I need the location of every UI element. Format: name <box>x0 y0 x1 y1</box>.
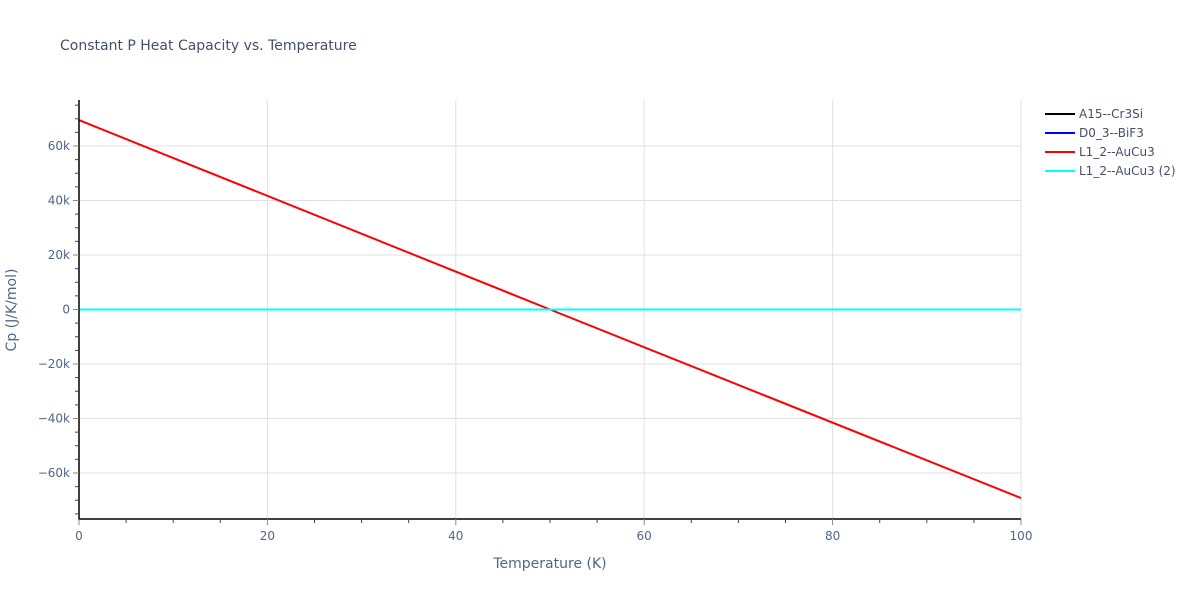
legend-item-3[interactable]: L1_2--AuCu3 (2) <box>1045 164 1176 178</box>
legend-item-0[interactable]: A15--Cr3Si <box>1045 107 1143 121</box>
x-axis-title: Temperature (K) <box>492 556 606 572</box>
x-tick-label: 80 <box>825 529 840 543</box>
legend-item-1[interactable]: D0_3--BiF3 <box>1045 126 1144 140</box>
legend-label: A15--Cr3Si <box>1079 107 1143 121</box>
x-tick-label: 0 <box>75 529 83 543</box>
y-tick-label: 60k <box>48 139 70 153</box>
y-tick-label: −20k <box>38 357 70 371</box>
y-tick-label: 40k <box>48 194 70 208</box>
y-tick-label: −60k <box>38 466 70 480</box>
x-tick-label: 60 <box>637 529 652 543</box>
x-tick-label: 40 <box>448 529 463 543</box>
y-axis-ticks: −60k −40k −20k 0 20k 40k 60k <box>38 104 79 515</box>
y-tick-label: 0 <box>62 303 70 317</box>
series-lines <box>78 119 1022 499</box>
legend-item-2[interactable]: L1_2--AuCu3 <box>1045 145 1155 159</box>
legend-label: L1_2--AuCu3 <box>1079 145 1155 159</box>
legend[interactable]: A15--Cr3Si D0_3--BiF3 L1_2--AuCu3 L1_2--AuC… <box>1045 107 1176 178</box>
y-tick-label: −40k <box>38 412 70 426</box>
legend-label: D0_3--BiF3 <box>1079 126 1144 140</box>
chart-title: Constant P Heat Capacity vs. Temperature <box>60 38 357 54</box>
x-axis-ticks: 0 20 40 60 80 100 <box>75 519 1032 543</box>
y-axis-title: Cp (J/K/mol) <box>4 269 20 352</box>
y-tick-label: 20k <box>48 248 70 262</box>
x-tick-label: 20 <box>260 529 275 543</box>
x-tick-label: 100 <box>1010 529 1033 543</box>
legend-label: L1_2--AuCu3 (2) <box>1079 164 1176 178</box>
